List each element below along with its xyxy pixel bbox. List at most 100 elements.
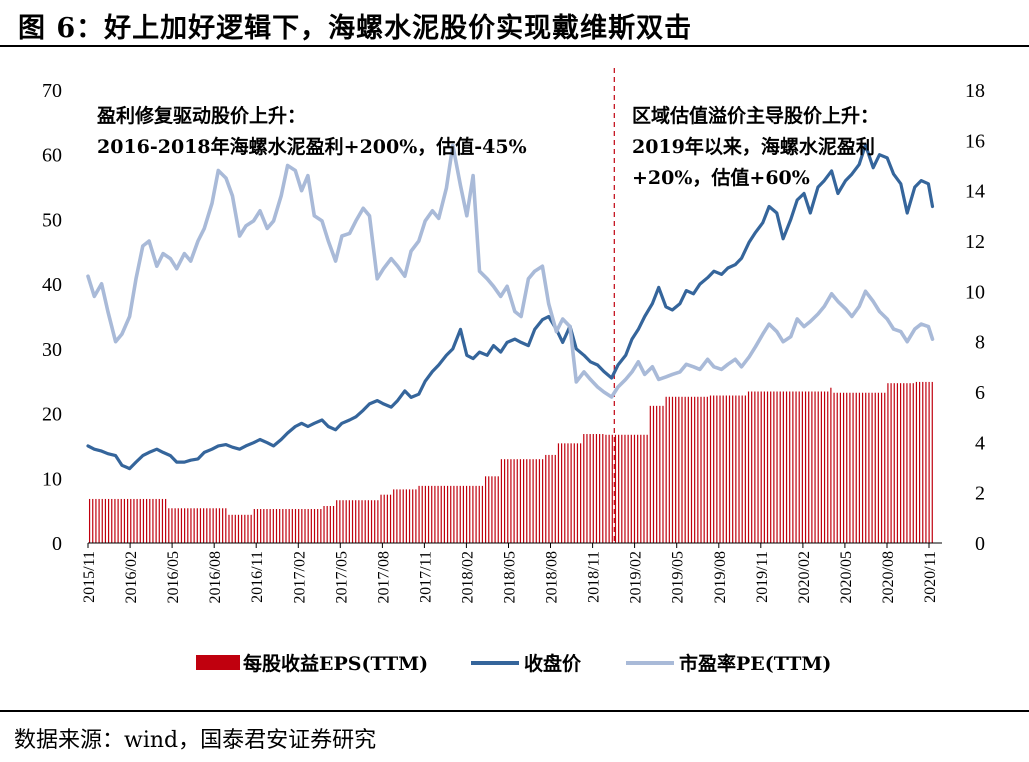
y-left-tick-label: 30 — [42, 339, 62, 361]
eps-bar — [728, 395, 731, 543]
eps-bar — [646, 434, 648, 543]
eps-bar — [139, 498, 141, 543]
eps-bar — [589, 434, 591, 543]
x-tick-label: 2018/08 — [544, 551, 561, 603]
eps-bar — [405, 489, 407, 543]
eps-bar — [580, 443, 582, 543]
eps-bar — [637, 434, 639, 543]
eps-bar — [437, 485, 439, 543]
x-tick-label: 2019/05 — [670, 551, 687, 603]
eps-bar — [697, 396, 699, 543]
eps-bar — [130, 498, 132, 543]
annotation-left-line: 盈利修复驱动股价上升： — [96, 104, 306, 127]
x-tick-label: 2017/02 — [291, 551, 308, 603]
figure-title: 图 6：好上加好逻辑下，海螺水泥股价实现戴维斯双击 — [18, 13, 693, 44]
eps-bar — [896, 383, 899, 543]
eps-bar — [687, 396, 689, 543]
legend-eps-label: 每股收益EPS(TTM) — [243, 652, 428, 675]
eps-bar — [513, 459, 515, 543]
eps-bar — [608, 434, 610, 543]
eps-bar — [313, 509, 316, 543]
eps-bar — [735, 395, 737, 543]
eps-bar — [117, 498, 119, 543]
eps-bar — [279, 509, 281, 543]
eps-bar — [795, 391, 797, 543]
legend-price-label: 收盘价 — [524, 652, 582, 675]
x-tick-label: 2017/11 — [417, 551, 434, 603]
eps-bar — [412, 489, 414, 543]
eps-bar — [868, 392, 870, 543]
eps-bar — [561, 443, 563, 543]
annotation-right-line: +20%，估值+60% — [632, 166, 810, 189]
eps-bar — [472, 485, 474, 543]
eps-bar — [177, 508, 179, 543]
eps-bar — [453, 485, 455, 543]
eps-bar — [218, 508, 221, 543]
pe-line — [86, 143, 935, 399]
eps-bar — [846, 392, 848, 543]
eps-bar — [364, 500, 366, 543]
eps-bar — [681, 396, 683, 543]
y-left-tick-label: 40 — [42, 274, 62, 296]
eps-bar — [861, 392, 864, 543]
eps-bar — [149, 498, 151, 543]
chart-annotations: 盈利修复驱动股价上升： 2016-2018年海螺水泥盈利+200%，估值-45% 区… — [96, 104, 879, 189]
annotation-right-line: 区域估值溢价主导股价上升： — [632, 104, 879, 127]
eps-bar — [931, 381, 933, 543]
annotation-left-line: 2016-2018年海螺水泥盈利+200%，估值-45% — [97, 135, 527, 158]
eps-bar — [839, 392, 841, 543]
eps-bar — [827, 391, 829, 543]
eps-bar — [713, 395, 715, 543]
x-tick-label: 2018/11 — [586, 551, 603, 603]
eps-bar — [114, 498, 116, 543]
eps-bar — [602, 434, 604, 543]
x-tick-label: 2020/11 — [922, 551, 939, 603]
eps-bar — [919, 381, 921, 543]
eps-bar — [865, 392, 867, 543]
eps-bar — [377, 500, 379, 543]
eps-bar — [187, 508, 189, 543]
eps-bar — [310, 509, 312, 543]
chart-legend: 每股收益EPS(TTM) 收盘价 市盈率PE(TTM) — [196, 652, 831, 675]
eps-bar — [374, 500, 376, 543]
eps-bar — [871, 392, 873, 543]
eps-bar — [592, 434, 594, 543]
eps-bar — [915, 381, 918, 543]
eps-bar — [408, 489, 411, 543]
eps-bar — [621, 434, 623, 543]
eps-bar — [450, 485, 452, 543]
eps-bar — [367, 500, 369, 543]
eps-bar — [484, 476, 487, 543]
eps-bar — [133, 498, 135, 543]
eps-bar — [465, 485, 468, 543]
eps-bar — [852, 392, 854, 543]
eps-bar — [583, 434, 585, 543]
eps-bar — [228, 514, 230, 543]
eps-bar — [298, 509, 300, 543]
eps-bar — [675, 396, 677, 543]
eps-bar — [599, 434, 601, 543]
eps-bar — [427, 485, 430, 543]
eps-bar — [193, 508, 195, 543]
eps-bar — [92, 498, 94, 543]
eps-bar — [725, 395, 727, 543]
x-tick-label: 2019/11 — [754, 551, 771, 603]
eps-bar — [741, 395, 743, 543]
eps-bar — [722, 395, 724, 543]
eps-bar — [782, 391, 784, 543]
eps-bar — [491, 476, 493, 543]
eps-bar — [570, 443, 572, 543]
eps-bar — [209, 508, 211, 543]
eps-bar — [323, 506, 325, 543]
eps-bar — [253, 509, 255, 543]
eps-bar — [146, 498, 148, 543]
eps-bar — [351, 500, 354, 543]
chart-axes: 0 10 20 30 40 50 60 70 0 2 4 6 8 10 12 14 16 18 2015/11 201… — [42, 68, 985, 603]
eps-bar — [383, 494, 385, 543]
eps-bar — [773, 391, 775, 543]
eps-bar — [415, 489, 417, 543]
x-tick-label: 2017/05 — [333, 551, 350, 603]
eps-bar — [789, 391, 791, 543]
eps-bar — [906, 383, 908, 543]
eps-bar — [260, 509, 262, 543]
